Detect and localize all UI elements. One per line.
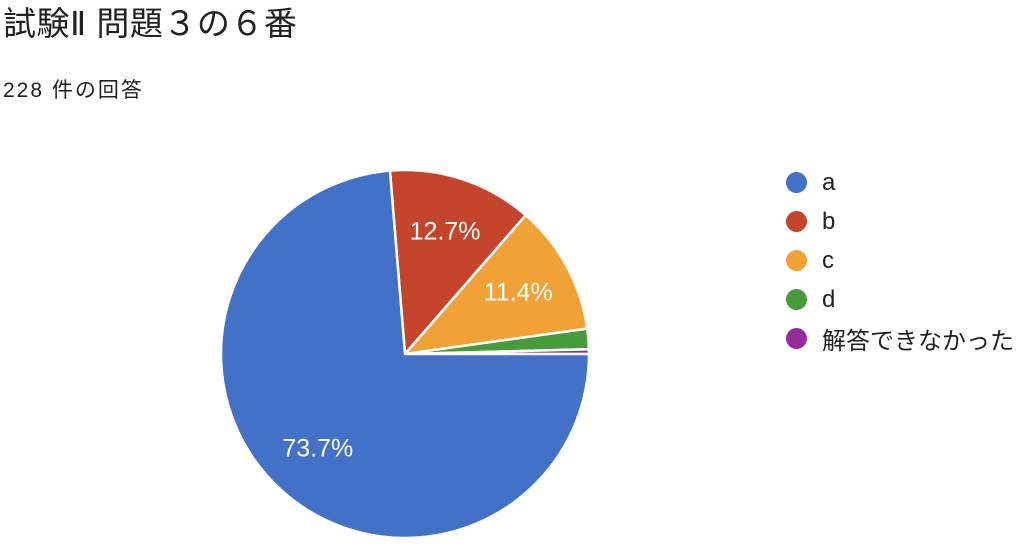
legend-label-c: c	[822, 246, 834, 274]
pie-slice-b[interactable]	[388, 168, 528, 356]
legend-color-dot-c	[786, 250, 807, 271]
legend-item-b: b	[786, 202, 1014, 241]
response-count: 228 件の回答	[3, 79, 144, 102]
legend-item-a: a	[786, 163, 1014, 202]
legend-color-dot-b	[786, 211, 807, 232]
pie-slice-label-a: 73.7%	[282, 435, 353, 463]
legend-label-b: b	[822, 207, 836, 235]
legend-item-c: c	[786, 241, 1014, 280]
pie-slice-label-b: 12.7%	[410, 218, 481, 246]
legend: a b c d 解答できなかった	[786, 163, 1014, 358]
legend-label-no-answer: 解答できなかった	[822, 328, 1014, 355]
pie-slice-a[interactable]	[219, 169, 591, 540]
legend-item-no-answer: 解答できなかった	[786, 319, 1014, 358]
legend-color-dot-a	[786, 172, 807, 193]
legend-label-d: d	[822, 285, 836, 313]
pie-slice-label-c: 11.4%	[484, 279, 553, 307]
pie-slice-c[interactable]	[403, 213, 589, 356]
legend-item-d: d	[786, 280, 1014, 319]
legend-color-dot-d	[786, 289, 807, 310]
page-title: 試験Ⅱ 問題３の６番	[3, 5, 298, 42]
legend-color-dot-no-answer	[786, 328, 807, 349]
pie-chart[interactable]: 12.7% 11.4% 73.7%	[215, 164, 595, 544]
legend-label-a: a	[822, 168, 836, 196]
